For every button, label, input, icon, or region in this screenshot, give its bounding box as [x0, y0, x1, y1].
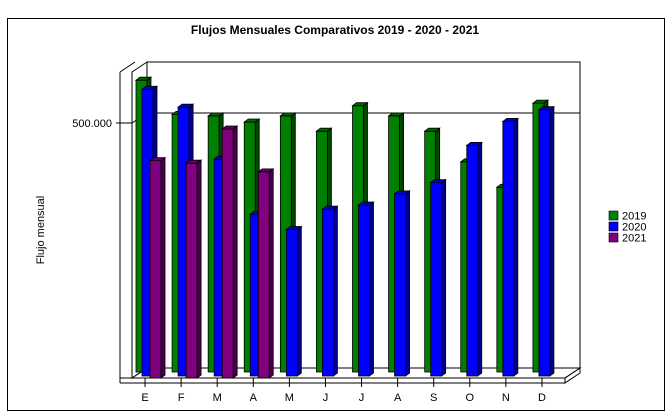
- bar-top: [243, 118, 261, 123]
- bar-2021-A: [257, 168, 275, 379]
- bar-side: [477, 141, 483, 377]
- bar-2021-F: [184, 159, 203, 379]
- bar-top: [148, 157, 167, 162]
- bar-2020-O: [465, 141, 483, 377]
- bar-2020-N: [501, 117, 520, 377]
- bar-side: [296, 225, 302, 377]
- bar-side: [405, 190, 410, 377]
- bar-front: [322, 208, 334, 377]
- bar-top: [393, 190, 411, 195]
- bar-2020-J: [357, 201, 375, 377]
- bar-side: [333, 205, 338, 377]
- chart-title: Flujos Mensuales Comparativos 2019 - 202…: [191, 23, 479, 37]
- x-tick-label: A: [250, 392, 258, 404]
- bar-top: [220, 125, 239, 130]
- x-tick-label: N: [502, 392, 510, 404]
- bar-2020-D: [537, 105, 556, 377]
- legend-label-2019: 2019: [622, 211, 646, 223]
- legend-swatch-2020: [608, 221, 619, 232]
- bar-top: [257, 168, 275, 173]
- bar-top: [387, 112, 405, 117]
- legend-label-2021: 2021: [622, 233, 646, 245]
- bar-2020-J: [321, 205, 339, 377]
- x-tick-label: S: [430, 392, 437, 404]
- bar-top: [537, 106, 556, 111]
- bar-2020-S: [429, 178, 447, 377]
- bar-side: [196, 159, 202, 379]
- bar-top: [315, 127, 333, 132]
- bar-front: [285, 229, 298, 377]
- floor-front-lip: [564, 367, 581, 384]
- bar-2021-M: [220, 125, 239, 379]
- bar-top: [134, 76, 153, 81]
- bar-front: [502, 121, 515, 377]
- bar-2020-M: [285, 225, 303, 377]
- bar-side: [513, 117, 519, 377]
- x-tick-label: O: [466, 392, 475, 404]
- bar-top: [184, 159, 203, 164]
- x-tick-label: J: [359, 392, 365, 404]
- bar-side: [268, 168, 274, 379]
- bar-front: [394, 193, 406, 377]
- bar-front: [149, 160, 162, 379]
- bar-side: [549, 105, 555, 377]
- bar-side: [441, 178, 447, 377]
- corner-tick: [119, 61, 136, 73]
- legend-label-2020: 2020: [622, 222, 646, 234]
- bar-top: [140, 85, 159, 90]
- bar-2021-E: [148, 156, 167, 379]
- bar-top: [465, 141, 483, 146]
- bar-top: [357, 201, 375, 206]
- bar-2020-A: [393, 190, 411, 377]
- y-tick-label: 500.000: [72, 118, 112, 130]
- bar-front: [221, 128, 234, 379]
- bar-front: [430, 182, 443, 377]
- bar-top: [206, 112, 225, 117]
- bar-top: [285, 226, 303, 230]
- bar-top: [279, 112, 297, 117]
- x-tick-label: M: [213, 392, 222, 404]
- y-axis-label: Flujo mensual: [35, 196, 47, 264]
- bar-top: [351, 102, 369, 107]
- bar-top: [531, 99, 550, 104]
- bar-side: [369, 201, 374, 377]
- bar-top: [501, 118, 520, 122]
- bar-side: [232, 125, 238, 379]
- y-ticks: 500.000: [72, 118, 132, 130]
- bars-group: [134, 76, 556, 379]
- legend-swatch-2021: [608, 232, 619, 243]
- bar-top: [423, 127, 441, 132]
- bar-front: [257, 171, 270, 379]
- bar-front: [185, 162, 198, 379]
- x-tick-label: M: [285, 392, 294, 404]
- bar-top: [321, 205, 339, 210]
- chart-border: [7, 18, 665, 411]
- bar-front: [358, 204, 370, 377]
- bar-front: [466, 144, 479, 377]
- x-tick-label: A: [394, 392, 402, 404]
- x-tick-label: D: [538, 392, 546, 404]
- x-tick-label: F: [178, 392, 185, 404]
- bar-top: [429, 179, 447, 184]
- bar-top: [176, 103, 195, 108]
- bar-front: [538, 109, 551, 377]
- x-tick-label: E: [141, 392, 148, 404]
- x-tick-label: J: [323, 392, 329, 404]
- legend-swatch-2019: [608, 210, 619, 221]
- bar-side: [160, 156, 166, 379]
